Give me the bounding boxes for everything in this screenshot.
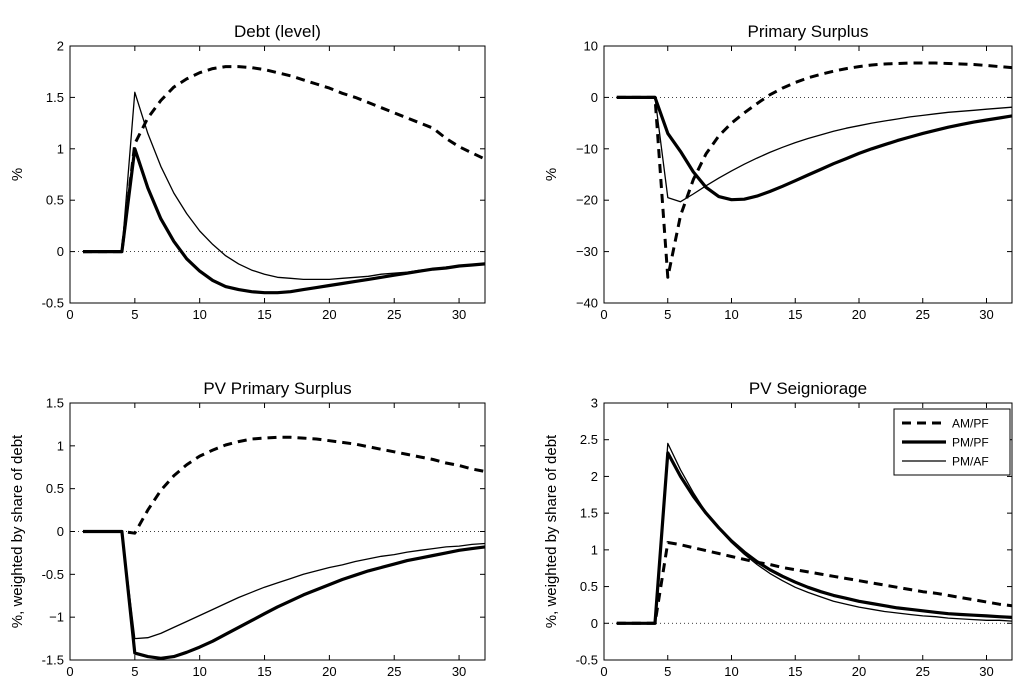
y-tick-label: -0.5 [576, 653, 598, 668]
axes-frame [603, 402, 1013, 661]
y-tick-label: 1.5 [46, 396, 64, 411]
y-tick-label: −40 [576, 296, 598, 311]
x-tick-label: 10 [724, 664, 738, 679]
y-tick-label: 0 [591, 616, 598, 631]
series-line-pm-af [83, 91, 485, 281]
y-tick-label: 0.5 [46, 193, 64, 208]
panel-title: Debt (level) [234, 22, 321, 41]
series-line-pm-pf [83, 529, 485, 660]
y-tick-label: 1.5 [580, 506, 598, 521]
y-axis-label: %, weighted by share of debt [9, 434, 26, 628]
x-tick-label: 30 [979, 307, 993, 322]
y-tick-label: −10 [576, 141, 598, 156]
series-line-pm-pf [616, 451, 1012, 625]
x-tick-label: 10 [192, 664, 206, 679]
x-tick-label: 25 [387, 664, 401, 679]
x-tick-label: 30 [979, 664, 993, 679]
x-tick-label: 5 [664, 664, 671, 679]
x-tick-label: 25 [916, 664, 930, 679]
y-tick-label: 2 [591, 469, 598, 484]
panel-2: 0 5 10 15 20 25 30 −40 −30 −20 −10 0 10 Primary Surpl… [543, 22, 1013, 322]
y-tick-label: 1.5 [46, 90, 64, 105]
panel-title: PV Primary Surplus [203, 379, 351, 398]
x-tick-label: 5 [664, 307, 671, 322]
panel-title: Primary Surplus [748, 22, 869, 41]
x-tick-label: 15 [257, 664, 271, 679]
legend-label: AM/PF [952, 417, 989, 431]
legend-label: PM/AF [952, 455, 989, 469]
y-tick-label: 0 [57, 244, 64, 259]
x-tick-label: 20 [322, 307, 336, 322]
y-axis-label: % [9, 168, 26, 181]
x-tick-label: 15 [788, 307, 802, 322]
series-line-pm-pf [83, 147, 485, 295]
series-line-pm-pf [616, 95, 1012, 202]
series-line-am-pf [83, 65, 485, 254]
series-line-am-pf [83, 435, 485, 535]
y-axis-label: %, weighted by share of debt [543, 434, 560, 628]
axes-frame [603, 45, 1013, 304]
x-tick-label: 10 [192, 307, 206, 322]
y-tick-label: 0 [57, 524, 64, 539]
y-tick-label: 1 [57, 438, 64, 453]
x-tick-label: 0 [66, 664, 73, 679]
y-tick-label: −30 [576, 244, 598, 259]
y-tick-label: 1 [57, 141, 64, 156]
y-tick-label: 2 [57, 39, 64, 54]
y-tick-label: 0.5 [46, 481, 64, 496]
series-line-pm-af [616, 96, 1012, 203]
x-tick-label: 0 [600, 307, 607, 322]
x-tick-label: 30 [452, 664, 466, 679]
y-tick-label: -0.5 [42, 567, 64, 582]
y-tick-label: 1 [591, 542, 598, 557]
y-axis-label: % [543, 168, 560, 181]
x-tick-label: 30 [452, 307, 466, 322]
panel-title: PV Seigniorage [749, 379, 867, 398]
y-tick-label: −1 [49, 610, 64, 625]
x-tick-label: 25 [916, 307, 930, 322]
panel-3: 0 5 10 15 20 25 30 -1.5 −1 -0.5 0 0.5 1 1.5 PV Primary… [9, 379, 486, 679]
y-tick-label: 0.5 [580, 579, 598, 594]
legend-label: PM/PF [952, 436, 989, 450]
y-tick-label: 2.5 [580, 432, 598, 447]
legend: AM/PF PM/PF PM/AF [893, 408, 1011, 476]
y-tick-label: 10 [584, 39, 598, 54]
y-tick-label: -0.5 [42, 296, 64, 311]
x-tick-label: 20 [852, 664, 866, 679]
x-tick-label: 5 [131, 664, 138, 679]
x-tick-label: 15 [788, 664, 802, 679]
y-tick-label: 0 [591, 90, 598, 105]
x-tick-label: 20 [322, 664, 336, 679]
series-line-am-pf [616, 61, 1012, 279]
series-line-pm-af [616, 442, 1012, 624]
series-line-am-pf [616, 541, 1012, 625]
x-tick-label: 0 [66, 307, 73, 322]
x-tick-label: 10 [724, 307, 738, 322]
series-line-pm-af [83, 530, 485, 640]
y-tick-label: −20 [576, 193, 598, 208]
y-tick-label: 3 [591, 396, 598, 411]
x-tick-label: 5 [131, 307, 138, 322]
x-tick-label: 0 [600, 664, 607, 679]
axes-frame [69, 45, 486, 304]
x-tick-label: 15 [257, 307, 271, 322]
x-tick-label: 20 [852, 307, 866, 322]
x-tick-label: 25 [387, 307, 401, 322]
y-tick-label: -1.5 [42, 653, 64, 668]
